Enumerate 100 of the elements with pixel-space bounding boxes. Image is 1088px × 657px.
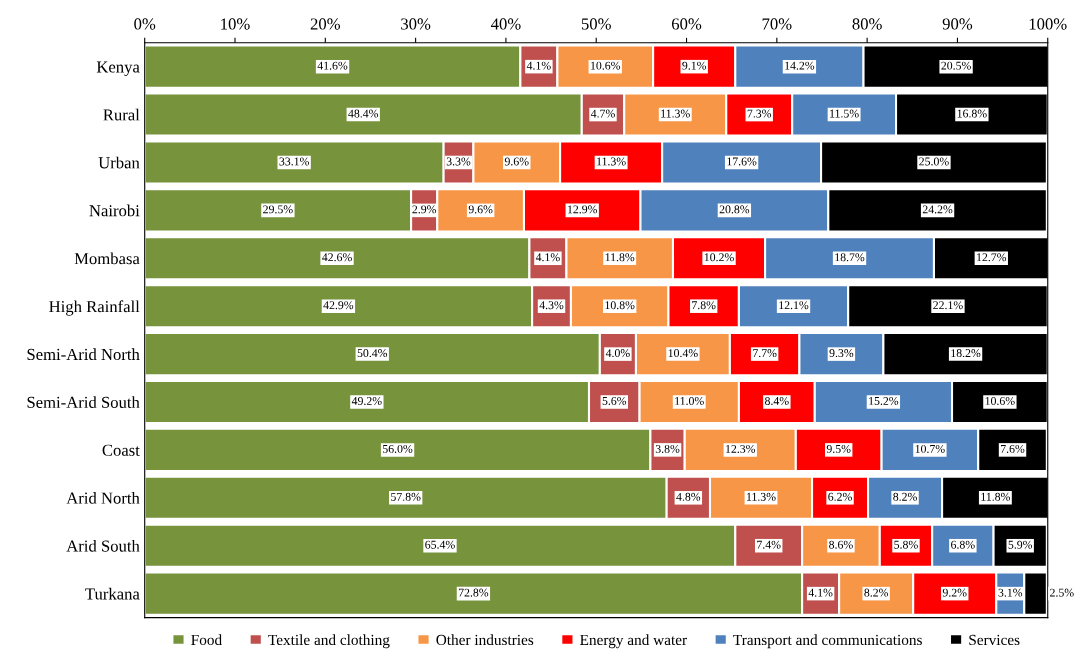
data-label: 4.0% [605, 349, 630, 358]
data-label: 4.3% [539, 301, 564, 310]
data-label: 10.2% [704, 253, 734, 262]
data-label: 49.2% [351, 396, 382, 406]
legend-label: Other industries [436, 634, 534, 646]
data-label: 24.2% [922, 205, 953, 214]
y-tick-label: Semi-Arid North [27, 348, 140, 361]
y-tick-label: Arid South [66, 539, 140, 552]
data-label: 11.3% [597, 157, 626, 166]
x-tick-label: 70% [762, 18, 792, 30]
data-label: 11.3% [661, 109, 690, 118]
data-label: 10.6% [985, 396, 1015, 406]
data-label: 11.8% [981, 492, 1010, 501]
x-tick-label: 80% [852, 18, 882, 30]
data-label: 42.9% [323, 301, 354, 310]
data-label: 29.5% [263, 205, 293, 214]
legend-label: Textile and clothing [268, 634, 390, 649]
data-label: 10.6% [591, 61, 621, 70]
y-tick-label: Coast [102, 444, 140, 456]
y-tick-label: Turkana [85, 587, 140, 600]
x-tick-label: 100% [1029, 18, 1067, 30]
data-label: 15.2% [869, 396, 899, 406]
data-label: 9.2% [942, 588, 967, 597]
data-label: 2.5% [1050, 588, 1074, 597]
data-label: 7.7% [753, 349, 777, 358]
y-tick-label: Semi-Arid South [27, 396, 140, 408]
data-label: 8.2% [893, 492, 917, 501]
data-label: 57.8% [391, 492, 421, 501]
data-label: 9.6% [504, 157, 529, 166]
data-label: 12.7% [977, 253, 1007, 262]
data-label: 4.1% [526, 61, 551, 70]
data-label: 48.4% [348, 109, 379, 118]
x-tick-label: 90% [942, 18, 973, 30]
y-tick-label: Rural [103, 108, 140, 121]
data-label: 41.6% [317, 61, 348, 70]
data-label: 20.5% [941, 61, 971, 70]
data-label: 2.9% [412, 205, 437, 214]
x-tick-label: 30% [401, 18, 431, 30]
data-label: 8.6% [829, 540, 853, 549]
data-label: 11.8% [605, 253, 635, 262]
data-label: 17.6% [727, 157, 757, 166]
data-label: 9.5% [826, 444, 851, 453]
data-label: 14.2% [785, 61, 815, 70]
data-label: 4.1% [535, 253, 560, 262]
data-label: 25.0% [919, 157, 949, 166]
x-tick-label: 20% [310, 18, 341, 30]
data-label: 7.3% [747, 109, 772, 118]
data-label: 20.8% [719, 205, 750, 214]
data-label: 3.1% [998, 588, 1023, 597]
data-label: 5.6% [602, 396, 627, 406]
data-label: 10.4% [668, 349, 698, 358]
legend-label: Services [969, 634, 1020, 646]
y-tick-label: Kenya [96, 61, 140, 77]
x-tick-label: 40% [490, 18, 521, 30]
data-label: 12.3% [726, 444, 756, 453]
y-tick-label: Mombasa [74, 252, 140, 265]
data-label: 33.1% [279, 157, 309, 166]
data-label: 6.8% [951, 540, 975, 549]
data-label: 9.1% [682, 61, 707, 70]
x-tick-label: 0% [134, 18, 156, 30]
data-label: 9.3% [829, 349, 854, 358]
data-label: 10.8% [605, 301, 635, 310]
data-label: 9.6% [468, 205, 493, 214]
data-label: 5.8% [894, 540, 918, 549]
data-label: 5.9% [1008, 540, 1033, 549]
data-label: 8.4% [764, 396, 789, 406]
data-label: 16.8% [957, 109, 987, 118]
data-label: 18.2% [951, 349, 981, 358]
data-label: 11.0% [675, 396, 704, 406]
data-label: 11.3% [747, 492, 776, 501]
data-label: 12.9% [568, 205, 598, 214]
data-label: 56.0% [382, 444, 413, 453]
data-label: 3.8% [655, 444, 680, 453]
data-label: 22.1% [933, 301, 963, 310]
y-tick-label: Arid North [66, 492, 140, 504]
data-label: 50.4% [357, 349, 388, 358]
data-label: 3.3% [446, 157, 471, 166]
x-tick-label: 10% [221, 18, 250, 30]
x-tick-label: 50% [581, 18, 611, 30]
x-tick-label: 60% [671, 18, 702, 30]
data-label: 4.1% [808, 588, 833, 597]
data-label: 4.8% [676, 492, 701, 501]
data-label: 6.2% [828, 492, 852, 501]
data-label: 7.4% [757, 540, 781, 549]
legend-label: Transport and communications [733, 634, 922, 649]
data-label: 42.6% [322, 253, 352, 262]
data-label: 18.7% [835, 253, 865, 262]
legend-label: Food [191, 634, 222, 646]
data-label: 7.8% [692, 301, 716, 310]
y-tick-label: High Rainfall [49, 300, 140, 316]
legend-label: Energy and water [580, 634, 687, 649]
data-label: 12.1% [779, 301, 809, 310]
data-label: 4.7% [590, 109, 615, 118]
data-label: 65.4% [425, 540, 455, 549]
data-label: 8.2% [864, 588, 889, 597]
data-label: 10.7% [915, 444, 945, 453]
y-tick-label: Nairobi [89, 204, 140, 217]
data-label: 11.5% [830, 109, 859, 118]
data-label: 72.8% [458, 588, 489, 597]
y-tick-label: Urban [98, 156, 140, 169]
